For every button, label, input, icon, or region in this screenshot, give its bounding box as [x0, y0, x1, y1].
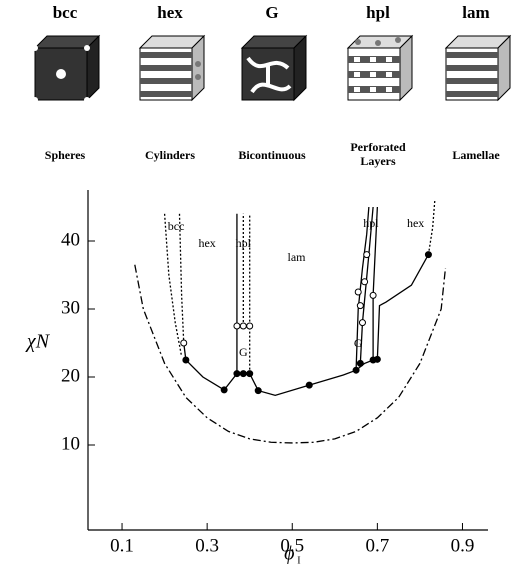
y-tick-label: 20: [61, 365, 80, 386]
stripe: [140, 52, 192, 58]
morphology-name: Spheres: [20, 148, 110, 162]
morphology-icon: [242, 36, 306, 100]
morphology-icon: [140, 36, 204, 100]
data-point: [370, 292, 376, 298]
data-point: [240, 323, 246, 329]
sphere: [84, 45, 90, 51]
data-point: [364, 252, 370, 258]
perforation: [386, 57, 392, 62]
region-label: lam: [288, 250, 307, 264]
region-label: G: [239, 345, 248, 359]
cube-side: [400, 36, 412, 100]
morphology-abbr: hex: [157, 3, 183, 22]
data-point: [374, 356, 380, 362]
data-point: [255, 388, 261, 394]
data-point: [181, 340, 187, 346]
data-point: [234, 323, 240, 329]
stripe: [140, 91, 192, 97]
region-label: hpl: [363, 216, 379, 230]
region-label: hpl: [236, 236, 252, 250]
data-point: [357, 360, 363, 366]
stripe: [446, 65, 498, 71]
sphere: [32, 97, 38, 103]
x-axis-label: ϕ: [284, 543, 294, 565]
data-point: [355, 289, 361, 295]
sphere: [32, 45, 38, 51]
data-point: [362, 279, 368, 285]
cube-side: [294, 36, 306, 100]
stripe: [446, 52, 498, 58]
stripe: [140, 65, 192, 71]
morphology-abbr: bcc: [53, 3, 78, 22]
stripe: [446, 91, 498, 97]
cube-side: [498, 36, 510, 100]
region-label: hex: [407, 216, 424, 230]
boundary-line: [179, 214, 183, 343]
perforation: [386, 87, 392, 92]
perforation: [370, 87, 376, 92]
region-label: G: [354, 336, 363, 350]
stripe: [446, 78, 498, 84]
morphology-abbr: lam: [462, 3, 489, 22]
morphology-name: Bicontinuous: [227, 148, 317, 162]
cylinder-end: [195, 61, 201, 67]
x-tick-label: 0.9: [451, 535, 475, 556]
cylinder-end: [195, 74, 201, 80]
cube-side: [87, 36, 99, 100]
data-point: [240, 371, 246, 377]
region-label: bcc: [168, 219, 185, 233]
perforation: [354, 87, 360, 92]
perforation: [354, 72, 360, 77]
morphology-icon: [32, 36, 99, 103]
sphere: [56, 69, 66, 79]
y-tick-label: 30: [61, 297, 80, 318]
data-point: [425, 252, 431, 258]
y-tick-label: 40: [61, 229, 80, 250]
morphology-icon: [348, 36, 412, 100]
boundary-line: [184, 255, 429, 396]
morphology-icon: [446, 36, 510, 100]
morphology-name: Lamellae: [431, 148, 521, 162]
perforation: [370, 72, 376, 77]
x-tick-label: 0.3: [195, 535, 219, 556]
x-axis-label-subscript: I: [297, 555, 300, 566]
perforation: [354, 57, 360, 62]
x-tick-label: 0.7: [365, 535, 389, 556]
data-point: [247, 323, 253, 329]
x-tick-label: 0.1: [110, 535, 134, 556]
data-point: [357, 303, 363, 309]
perforation: [370, 57, 376, 62]
data-point: [183, 357, 189, 363]
morphology-abbr: hpl: [366, 3, 390, 22]
data-point: [234, 371, 240, 377]
data-point: [306, 382, 312, 388]
region-label: hex: [198, 236, 215, 250]
data-point: [359, 320, 365, 326]
boundary-line: [428, 200, 434, 254]
page: {"morphologies": [ {"abbr": "bcc", "name…: [0, 0, 531, 571]
boundary-line: [373, 207, 377, 360]
y-tick-label: 10: [61, 433, 80, 454]
morphology-abbr: G: [265, 3, 278, 22]
sphere: [84, 97, 90, 103]
stripe: [140, 78, 192, 84]
boundary-line: [165, 214, 182, 357]
morphology-name: Perforated Layers: [333, 140, 423, 168]
data-point: [353, 367, 359, 373]
perforation: [355, 39, 361, 45]
perforation: [386, 72, 392, 77]
morphology-name: Cylinders: [125, 148, 215, 162]
cube-side: [192, 36, 204, 100]
y-axis-label: χN: [25, 331, 51, 353]
data-point: [247, 371, 253, 377]
figure: bcchexGhpllam102030400.10.30.50.70.9χNϕI…: [0, 0, 531, 571]
perforation: [395, 37, 401, 43]
perforation: [375, 40, 381, 46]
data-point: [221, 387, 227, 393]
